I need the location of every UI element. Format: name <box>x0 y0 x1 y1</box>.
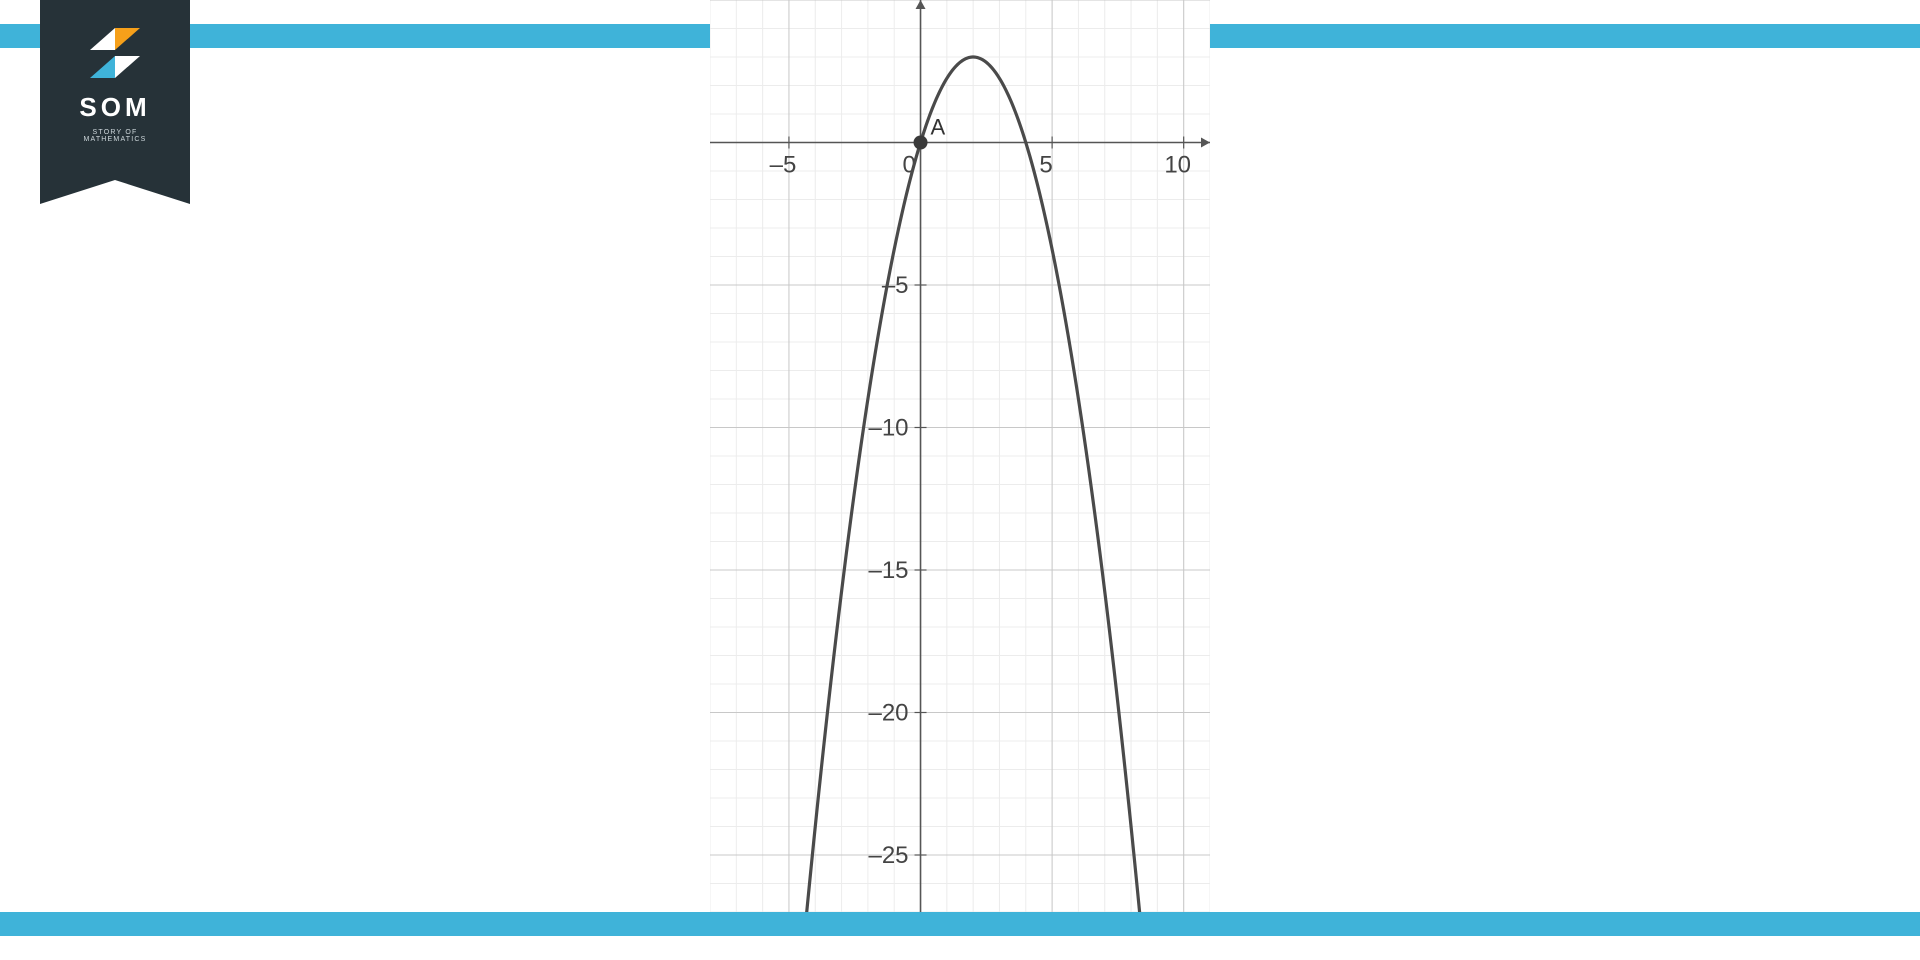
svg-text:5: 5 <box>1039 152 1052 179</box>
svg-text:–10: –10 <box>868 415 908 442</box>
parabola-chart: –50510–5–10–15–20–25A <box>710 0 1210 912</box>
svg-text:A: A <box>931 115 946 140</box>
top-accent-fade <box>1370 24 1920 48</box>
bottom-accent-fade <box>0 912 550 936</box>
svg-text:10: 10 <box>1164 152 1191 179</box>
brand-title: SOM <box>60 92 170 123</box>
brand-subtitle: STORY OF MATHEMATICS <box>60 129 170 143</box>
chart-container: –50510–5–10–15–20–25A <box>710 0 1210 912</box>
svg-text:–5: –5 <box>770 152 797 179</box>
svg-text:–25: –25 <box>868 842 908 869</box>
brand-inner: SOM STORY OF MATHEMATICS <box>60 28 170 143</box>
brand-icon <box>90 28 140 78</box>
svg-text:–15: –15 <box>868 557 908 584</box>
page: SOM STORY OF MATHEMATICS –50510–5–10–15–… <box>0 0 1920 960</box>
brand-badge: SOM STORY OF MATHEMATICS <box>40 0 190 180</box>
svg-text:–20: –20 <box>868 700 908 727</box>
